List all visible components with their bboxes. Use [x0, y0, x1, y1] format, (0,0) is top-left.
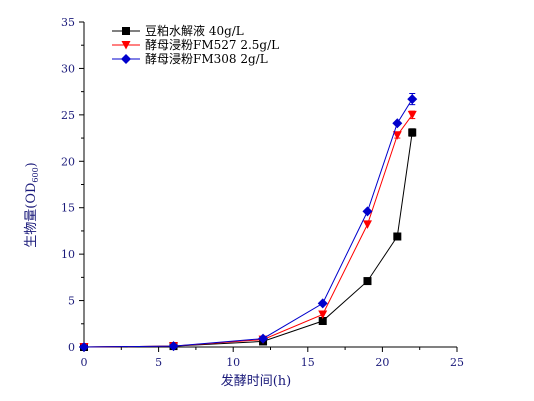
x-tick-label: 15	[301, 356, 315, 369]
legend-label: 酵母浸粉FM527 2.5g/L	[145, 38, 279, 52]
data-point	[407, 110, 417, 120]
legend-item-1: 豆粕水解液 40g/L	[112, 23, 244, 38]
data-point	[79, 342, 89, 352]
data-point	[258, 333, 269, 344]
data-point	[317, 298, 328, 309]
y-axis-label-subscript: 600	[31, 167, 40, 182]
y-axis-label-close: )	[24, 162, 39, 167]
x-tick-label: 0	[81, 356, 88, 369]
data-point	[168, 341, 179, 352]
y-axis-label-main: 生物量(OD	[24, 183, 39, 248]
x-tick-label: 20	[375, 356, 389, 369]
y-tick-label: 35	[61, 16, 75, 29]
y-tick-label: 15	[61, 202, 75, 215]
data-point	[408, 128, 417, 137]
series-2	[79, 110, 417, 352]
axes	[83, 22, 457, 348]
y-tick-label: 5	[68, 295, 75, 308]
data-point	[393, 232, 402, 241]
series-layer	[79, 93, 418, 352]
series-line	[83, 114, 413, 348]
y-tick-label: 30	[61, 62, 75, 75]
series-line	[83, 132, 413, 348]
ticks: 0 5 10 15 20 25 0 5 10 15 20 25 30 35	[61, 16, 464, 369]
data-point	[318, 317, 327, 325]
series-line	[83, 98, 413, 348]
series-3	[79, 93, 418, 352]
data-point	[362, 220, 372, 229]
legend-label: 豆粕水解液 40g/L	[145, 23, 244, 38]
x-tick-label: 25	[450, 356, 464, 369]
x-tick-label: 10	[226, 356, 240, 369]
y-tick-label: 10	[61, 248, 75, 261]
y-tick-label: 0	[68, 341, 75, 354]
y-tick-label: 20	[61, 155, 75, 168]
legend-marker	[121, 54, 131, 64]
legend-label: 酵母浸粉FM308 2g/L	[145, 52, 268, 66]
legend-marker	[121, 41, 131, 50]
data-point	[392, 131, 402, 140]
y-axis-label: 生物量(OD600)	[24, 162, 40, 248]
legend-marker	[122, 27, 130, 35]
legend-item-3: 酵母浸粉FM308 2g/L	[112, 52, 268, 66]
x-tick-label: 5	[155, 356, 162, 369]
data-point	[392, 118, 403, 129]
y-tick-label: 25	[61, 109, 75, 122]
x-axis-label: 发酵时间(h)	[221, 373, 292, 389]
data-point	[362, 206, 373, 217]
data-point	[318, 310, 328, 319]
data-point	[407, 94, 418, 105]
legend-item-2: 酵母浸粉FM527 2.5g/L	[112, 38, 279, 52]
data-point	[363, 277, 372, 286]
series-1	[80, 128, 417, 351]
